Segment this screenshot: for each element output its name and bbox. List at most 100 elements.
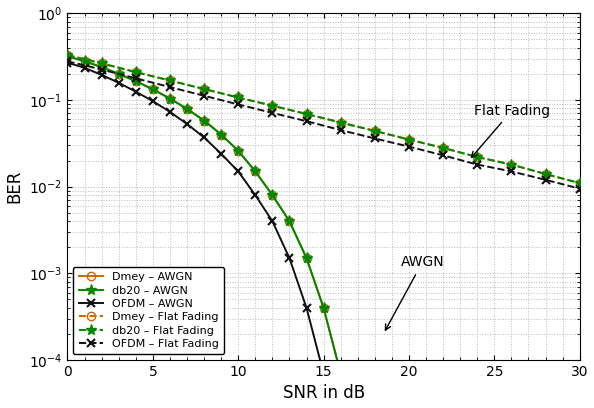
Line: Dmey – AWGN: Dmey – AWGN: [64, 52, 413, 408]
Dmey – Flat Fading: [166, 78, 173, 83]
Dmey – AWGN: [149, 87, 156, 92]
db20 – AWGN: [132, 79, 140, 84]
Dmey – AWGN: [81, 59, 88, 64]
Dmey – AWGN: [201, 118, 208, 123]
db20 – Flat Fading: [371, 129, 378, 133]
X-axis label: SNR in dB: SNR in dB: [283, 384, 365, 402]
OFDM – Flat Fading: [542, 177, 549, 182]
Text: Flat Fading: Flat Fading: [472, 104, 550, 157]
db20 – Flat Fading: [201, 86, 208, 91]
db20 – AWGN: [337, 371, 344, 376]
db20 – AWGN: [166, 96, 173, 101]
OFDM – Flat Fading: [508, 169, 515, 174]
Dmey – AWGN: [252, 169, 259, 174]
Dmey – Flat Fading: [371, 129, 378, 133]
Dmey – Flat Fading: [98, 61, 105, 66]
Dmey – Flat Fading: [337, 120, 344, 125]
Dmey – Flat Fading: [576, 181, 583, 186]
Dmey – AWGN: [64, 54, 71, 59]
Dmey – Flat Fading: [235, 95, 242, 100]
db20 – Flat Fading: [303, 111, 310, 116]
OFDM – Flat Fading: [303, 119, 310, 124]
OFDM – Flat Fading: [269, 111, 276, 115]
Dmey – Flat Fading: [132, 70, 140, 75]
db20 – Flat Fading: [235, 95, 242, 100]
db20 – AWGN: [64, 54, 71, 59]
Line: OFDM – Flat Fading: OFDM – Flat Fading: [64, 57, 584, 193]
Dmey – AWGN: [132, 79, 140, 84]
Dmey – Flat Fading: [473, 155, 481, 160]
Line: db20 – AWGN: db20 – AWGN: [62, 51, 415, 408]
OFDM – AWGN: [320, 371, 327, 376]
OFDM – Flat Fading: [166, 84, 173, 89]
OFDM – Flat Fading: [64, 59, 71, 64]
OFDM – Flat Fading: [473, 162, 481, 167]
db20 – Flat Fading: [440, 146, 447, 151]
OFDM – Flat Fading: [98, 67, 105, 72]
db20 – AWGN: [269, 193, 276, 197]
OFDM – AWGN: [166, 109, 173, 114]
OFDM – AWGN: [132, 89, 140, 94]
db20 – Flat Fading: [473, 155, 481, 160]
db20 – AWGN: [201, 118, 208, 123]
Dmey – AWGN: [115, 71, 122, 76]
Dmey – AWGN: [235, 148, 242, 153]
db20 – Flat Fading: [269, 103, 276, 108]
db20 – AWGN: [235, 148, 242, 153]
Line: db20 – Flat Fading: db20 – Flat Fading: [62, 49, 585, 188]
db20 – AWGN: [115, 71, 122, 76]
db20 – Flat Fading: [64, 53, 71, 58]
Dmey – Flat Fading: [201, 86, 208, 91]
OFDM – AWGN: [184, 122, 191, 126]
OFDM – AWGN: [81, 65, 88, 70]
Dmey – Flat Fading: [542, 172, 549, 177]
db20 – AWGN: [81, 59, 88, 64]
db20 – AWGN: [149, 87, 156, 92]
db20 – Flat Fading: [405, 137, 412, 142]
db20 – AWGN: [217, 132, 225, 137]
OFDM – Flat Fading: [371, 136, 378, 141]
db20 – Flat Fading: [132, 70, 140, 75]
Dmey – Flat Fading: [303, 111, 310, 116]
Line: Dmey – Flat Fading: Dmey – Flat Fading: [64, 51, 584, 187]
OFDM – Flat Fading: [576, 186, 583, 191]
Dmey – Flat Fading: [405, 137, 412, 142]
db20 – Flat Fading: [98, 61, 105, 66]
OFDM – Flat Fading: [405, 144, 412, 149]
OFDM – AWGN: [201, 135, 208, 140]
db20 – AWGN: [252, 169, 259, 174]
db20 – Flat Fading: [337, 120, 344, 125]
db20 – AWGN: [303, 256, 310, 261]
Dmey – AWGN: [269, 193, 276, 197]
Dmey – Flat Fading: [508, 162, 515, 167]
db20 – Flat Fading: [508, 162, 515, 167]
Legend: Dmey – AWGN, db20 – AWGN, OFDM – AWGN, Dmey – Flat Fading, db20 – Flat Fading, O: Dmey – AWGN, db20 – AWGN, OFDM – AWGN, D…: [73, 267, 225, 355]
Dmey – Flat Fading: [64, 53, 71, 58]
OFDM – Flat Fading: [132, 76, 140, 81]
Dmey – AWGN: [98, 64, 105, 69]
Line: OFDM – AWGN: OFDM – AWGN: [64, 58, 413, 408]
OFDM – AWGN: [217, 151, 225, 156]
Dmey – AWGN: [303, 256, 310, 261]
Y-axis label: BER: BER: [5, 170, 24, 203]
db20 – AWGN: [184, 106, 191, 111]
Dmey – Flat Fading: [440, 146, 447, 151]
db20 – Flat Fading: [166, 78, 173, 83]
db20 – AWGN: [98, 64, 105, 69]
OFDM – AWGN: [235, 169, 242, 174]
db20 – AWGN: [286, 219, 293, 224]
OFDM – AWGN: [286, 256, 293, 261]
OFDM – Flat Fading: [440, 153, 447, 158]
OFDM – AWGN: [269, 219, 276, 224]
OFDM – AWGN: [149, 99, 156, 104]
db20 – Flat Fading: [576, 181, 583, 186]
Text: AWGN: AWGN: [386, 255, 444, 330]
db20 – Flat Fading: [542, 172, 549, 177]
db20 – AWGN: [320, 306, 327, 310]
OFDM – AWGN: [64, 60, 71, 65]
Dmey – AWGN: [286, 219, 293, 224]
Dmey – AWGN: [166, 96, 173, 101]
OFDM – Flat Fading: [235, 102, 242, 107]
Dmey – AWGN: [184, 106, 191, 111]
Dmey – AWGN: [217, 132, 225, 137]
